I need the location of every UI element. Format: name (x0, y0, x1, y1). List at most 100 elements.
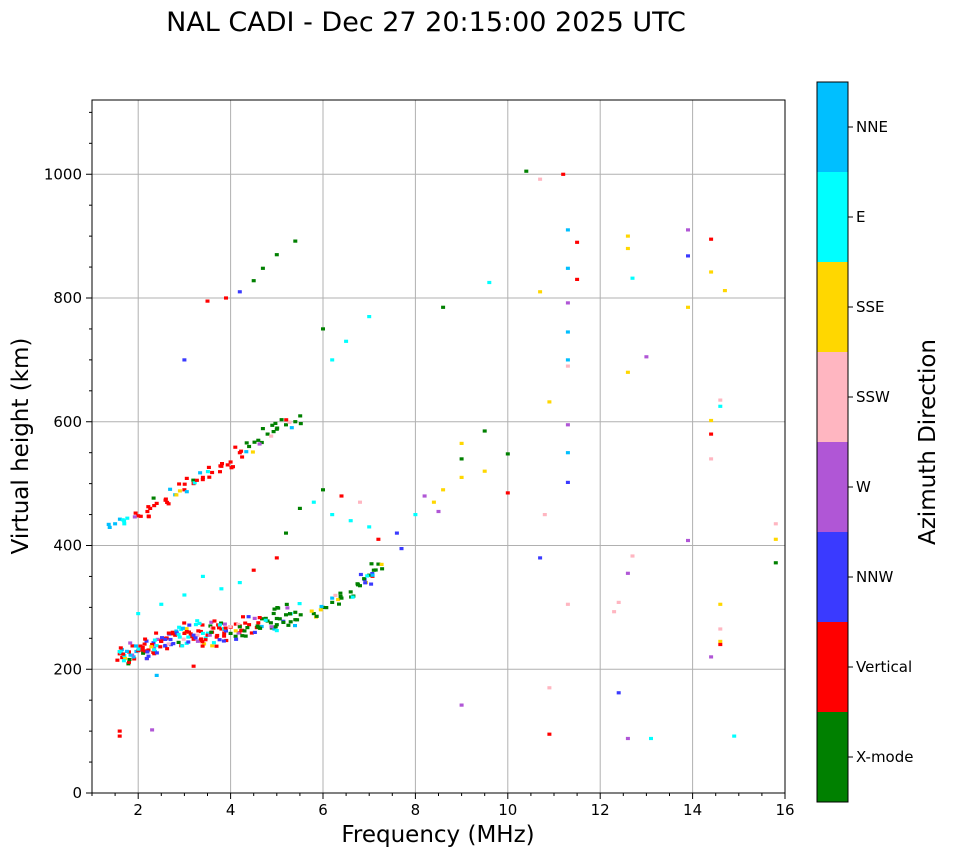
echo-point-s3-51 (542, 513, 547, 517)
echo-cluster-s2-4-1 (151, 496, 156, 500)
echo-point-s2-4 (154, 501, 159, 505)
colorbar-label: Azimuth Direction (915, 339, 941, 545)
echo-point-s3-76 (612, 610, 617, 614)
echo-point-s2-0 (113, 522, 118, 526)
echo-cluster-s2-7-2 (177, 482, 182, 486)
echo-cluster-s1-1-2 (245, 626, 250, 630)
echo-point-s3-33 (205, 299, 210, 303)
echo-point-s0-14 (182, 631, 187, 635)
echo-cluster-s0-19-3 (199, 637, 203, 641)
echo-cluster-s1-0-0 (233, 629, 238, 633)
echo-cluster-s2-14-2 (250, 450, 255, 454)
echo-cluster-s2-2-0 (138, 514, 143, 518)
echo-point-s3-23 (436, 509, 441, 514)
echo-cluster-s0-10-1 (158, 645, 163, 649)
echo-cluster-s0-8-1 (152, 648, 157, 652)
echo-cluster-s0-15-4 (180, 626, 185, 630)
echo-cluster-s1-2-1 (255, 624, 260, 628)
echo-point-s2-10 (210, 470, 215, 475)
echo-point-s0-29 (274, 616, 279, 621)
echo-cluster-s0-22-0 (222, 631, 227, 635)
echo-cluster-s0-13-0 (176, 632, 181, 636)
echo-cluster-s1-6-0 (318, 608, 323, 612)
echo-point-s3-52 (538, 556, 543, 560)
echo-cluster-s2-19-1 (298, 422, 303, 426)
echo-cluster-s0-24-0 (222, 622, 227, 626)
echo-cluster-s0-18-3 (193, 623, 198, 627)
echo-point-s3-78 (625, 736, 630, 741)
echo-cluster-s0-1-3 (121, 652, 126, 656)
echo-cluster-s0-4-0 (140, 648, 145, 652)
echo-cluster-s0-19-4 (200, 644, 205, 648)
echo-cluster-s0-19-2 (207, 633, 212, 637)
echo-cluster-s0-7-4 (152, 652, 157, 656)
echo-point-s3-67 (565, 602, 570, 606)
echo-cluster-s1-8-0 (333, 593, 338, 597)
echo-cluster-s2-6-0 (174, 493, 179, 497)
echo-cluster-s0-10-0 (160, 636, 164, 640)
echo-point-s2-16 (265, 432, 270, 436)
echo-point-s3-3 (200, 574, 205, 578)
echo-point-s2-2 (136, 514, 141, 518)
echo-cluster-s2-14-1 (244, 441, 249, 445)
x-tick-label: 6 (318, 801, 328, 819)
echo-point-s3-14 (348, 519, 353, 523)
echo-cluster-s0-21-2 (211, 626, 216, 630)
echo-cluster-s2-6-2 (177, 489, 182, 493)
colorbar-segment-sse (817, 262, 848, 352)
echo-cluster-s0-22-1 (212, 619, 217, 623)
echo-cluster-s0-28-2 (271, 611, 276, 616)
echo-cluster-s2-14-0 (244, 450, 249, 454)
echo-cluster-s0-14-3 (177, 625, 182, 629)
echo-point-s3-28 (482, 469, 487, 473)
colorbar-label-nnw: NNW (856, 568, 893, 586)
echo-point-s3-8 (284, 531, 288, 535)
echo-point-s3-53 (547, 686, 552, 690)
echo-point-s0-18 (200, 631, 205, 635)
echo-cluster-s1-3-2 (274, 629, 279, 633)
echo-point-s3-85 (686, 305, 690, 309)
colorbar-label-e: E (856, 208, 865, 226)
echo-cluster-s0-26-1 (241, 615, 245, 619)
echo-cluster-s0-10-3 (165, 647, 170, 651)
echo-cluster-s0-28-1 (268, 621, 273, 625)
echo-cluster-s0-8-4 (154, 651, 159, 655)
echo-point-s3-100 (773, 561, 778, 565)
echo-point-s3-31 (505, 491, 510, 495)
echo-cluster-s0-2-1 (130, 644, 135, 648)
echo-cluster-s2-13-0 (239, 449, 244, 453)
echo-cluster-s2-19-2 (289, 426, 294, 430)
echo-cluster-s0-29-1 (276, 606, 281, 610)
echo-cluster-s0-24-4 (223, 626, 228, 630)
echo-point-s3-30 (505, 452, 510, 456)
echo-point-s3-55 (459, 703, 464, 707)
echo-cluster-s2-15-0 (252, 440, 257, 444)
echo-point-s3-18 (394, 531, 399, 535)
echo-cluster-s2-0-2 (117, 517, 122, 521)
echo-point-s2-7 (182, 488, 187, 492)
echo-cluster-s0-5-0 (146, 648, 151, 652)
echo-cluster-s2-17-2 (275, 426, 280, 430)
echo-point-s3-34 (224, 296, 228, 300)
echo-cluster-s1-7-0 (337, 602, 341, 606)
echo-point-s3-47 (538, 177, 543, 181)
echo-cluster-s1-5-2 (314, 614, 319, 618)
echo-cluster-s0-1-1 (121, 659, 126, 663)
echo-point-s3-86 (718, 398, 723, 402)
echo-cluster-s1-12-0 (362, 577, 367, 581)
echo-point-s3-38 (274, 253, 279, 257)
echo-cluster-s0-31-3 (288, 612, 293, 616)
echo-point-s0-6 (145, 650, 150, 654)
echo-cluster-s0-20-3 (203, 638, 208, 642)
echo-cluster-s0-27-1 (259, 624, 264, 629)
echo-cluster-s0-3-3 (133, 644, 138, 648)
echo-cluster-s0-27-2 (260, 617, 264, 621)
echo-cluster-s0-30-3 (284, 602, 289, 606)
echo-point-s0-3 (131, 655, 136, 659)
echo-point-s2-19 (293, 420, 298, 424)
echo-cluster-s2-0-1 (107, 525, 112, 529)
echo-cluster-s0-8-3 (149, 645, 154, 649)
colorbar-segment-nnw (817, 532, 848, 622)
echo-point-s3-6 (251, 568, 256, 572)
echo-cluster-s0-12-3 (166, 631, 171, 635)
